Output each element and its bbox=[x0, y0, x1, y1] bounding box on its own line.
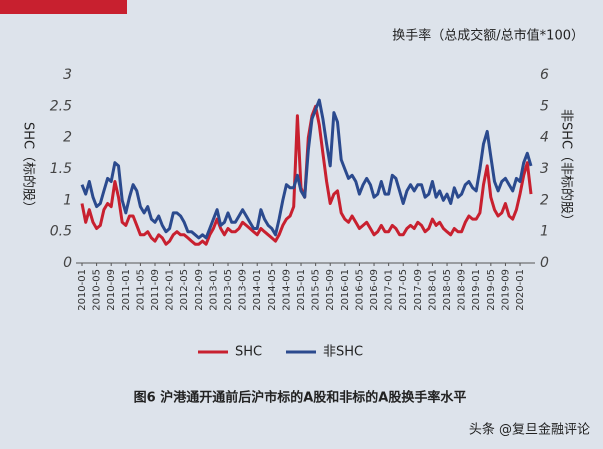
x-tick-label: 2013-01 bbox=[208, 269, 219, 311]
x-tick-label: 2018-09 bbox=[457, 269, 468, 311]
x-tick-label: 2015-05 bbox=[311, 269, 322, 311]
x-tick-label: 2017-05 bbox=[398, 269, 409, 311]
x-tick-label: 2019-05 bbox=[486, 269, 497, 311]
x-tick-label: 2014-09 bbox=[281, 269, 292, 311]
x-tick-label: 2016-09 bbox=[369, 269, 380, 311]
x-tick-label: 2012-05 bbox=[179, 269, 190, 311]
x-tick-label: 2015-01 bbox=[296, 269, 307, 311]
x-tick-label: 2014-01 bbox=[252, 269, 263, 311]
x-tick-label: 2011-09 bbox=[150, 269, 161, 311]
y2-tick-label: 0 bbox=[540, 255, 549, 271]
x-tick-label: 2010-09 bbox=[106, 269, 117, 311]
x-tick-label: 2012-01 bbox=[165, 269, 176, 311]
legend-label: SHC bbox=[235, 345, 262, 360]
x-tick-label: 2010-05 bbox=[92, 269, 103, 311]
y-tick-label: 0.5 bbox=[50, 224, 72, 240]
y-axis-label: SHC（标的股） bbox=[21, 122, 37, 214]
series-line bbox=[80, 98, 533, 240]
x-tick-label: 2015-09 bbox=[325, 269, 336, 311]
y-tick-label: 2.5 bbox=[50, 98, 72, 114]
x-tick-label: 2012-09 bbox=[194, 269, 205, 311]
y-tick-label: 0 bbox=[63, 255, 72, 271]
x-tick-label: 2016-01 bbox=[340, 269, 351, 311]
y-tick-label: 3 bbox=[63, 67, 72, 83]
watermark: 头条 @复旦金融评论 bbox=[469, 422, 590, 438]
x-tick-label: 2018-01 bbox=[427, 269, 438, 311]
x-tick-label: 2020-01 bbox=[515, 269, 526, 311]
x-tick-label: 2019-09 bbox=[500, 269, 511, 311]
decor-bar bbox=[0, 0, 127, 14]
x-tick-label: 2011-05 bbox=[135, 269, 146, 311]
x-tick-label: 2017-09 bbox=[413, 269, 424, 311]
y2-tick-label: 6 bbox=[540, 67, 549, 83]
x-tick-label: 2013-05 bbox=[223, 269, 234, 311]
x-tick-label: 2011-01 bbox=[121, 269, 132, 311]
y-tick-label: 2 bbox=[63, 130, 72, 146]
y2-tick-label: 4 bbox=[540, 130, 549, 146]
x-tick-label: 2013-09 bbox=[238, 269, 249, 311]
x-tick-label: 2018-05 bbox=[442, 269, 453, 311]
y2-tick-label: 1 bbox=[540, 224, 549, 240]
y2-axis-label: 非SHC（非标的股） bbox=[559, 109, 575, 227]
y2-tick-label: 2 bbox=[540, 192, 549, 208]
subtitle: 换手率（总成交额/总市值*100） bbox=[392, 28, 584, 44]
x-tick-label: 2014-05 bbox=[267, 269, 278, 311]
x-tick-label: 2017-01 bbox=[384, 269, 395, 311]
y-tick-label: 1 bbox=[63, 192, 72, 208]
y2-tick-label: 3 bbox=[540, 161, 549, 177]
x-tick-label: 2019-01 bbox=[471, 269, 482, 311]
chart-title: 图6 沪港通开通前后沪市标的A股和非标的A股换手率水平 bbox=[134, 390, 467, 406]
legend-label: 非SHC bbox=[323, 345, 363, 360]
y-tick-label: 1.5 bbox=[50, 161, 72, 177]
x-tick-label: 2010-01 bbox=[77, 269, 88, 311]
x-tick-label: 2016-05 bbox=[354, 269, 365, 311]
y2-tick-label: 5 bbox=[540, 98, 549, 114]
